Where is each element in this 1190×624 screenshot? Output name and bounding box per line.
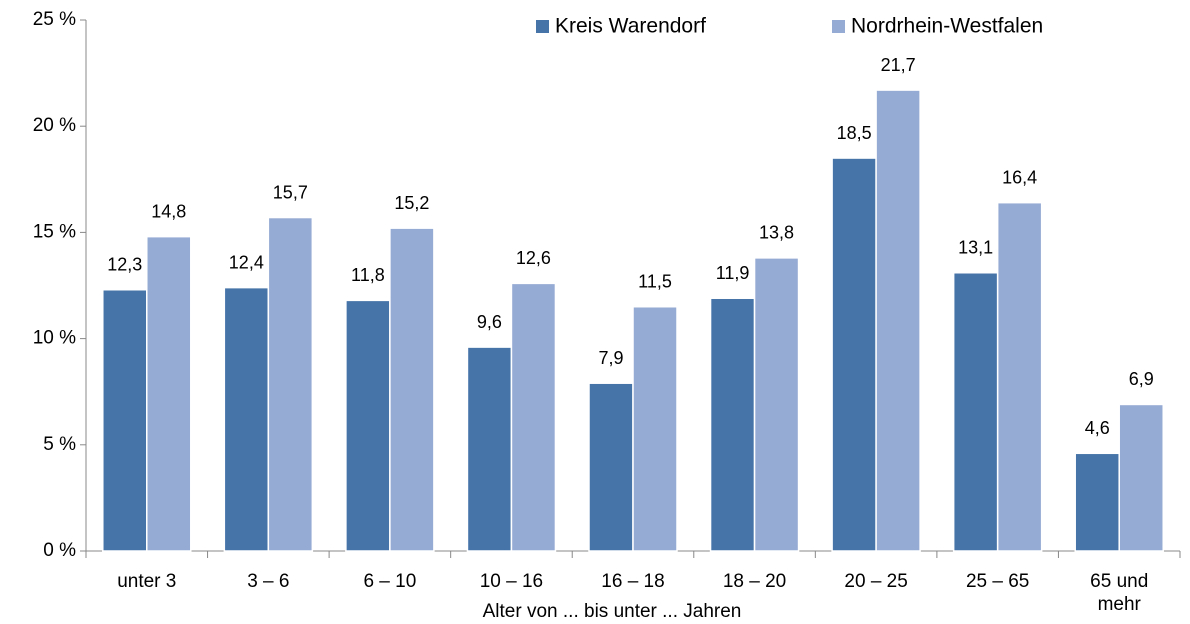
bar	[223, 286, 270, 552]
value-label: 11,5	[638, 271, 672, 291]
value-label: 13,1	[958, 238, 993, 258]
x-axis-label: Alter von ... bis unter ... Jahren	[483, 601, 742, 622]
y-tick-label: 15 %	[33, 221, 76, 242]
bar	[632, 305, 678, 552]
bar	[753, 257, 800, 552]
x-tick-label: 6 – 10	[363, 571, 417, 592]
bar	[588, 382, 634, 552]
value-label: 7,9	[598, 348, 623, 368]
x-tick-label: 3 – 6	[247, 571, 290, 592]
value-label: 9,6	[477, 312, 502, 332]
bar	[709, 297, 756, 552]
y-tick-label: 25 %	[33, 9, 76, 30]
y-tick-label: 20 %	[33, 115, 76, 136]
value-label: 18,5	[837, 123, 872, 143]
y-tick-label: 0 %	[43, 540, 76, 561]
bar	[267, 216, 314, 552]
value-label: 16,4	[1002, 167, 1037, 187]
value-label: 12,6	[516, 248, 551, 268]
bar	[345, 299, 391, 552]
bar	[1074, 452, 1120, 552]
value-label: 11,9	[716, 263, 750, 283]
value-label: 21,7	[881, 55, 916, 75]
value-label: 13,8	[759, 223, 794, 243]
value-label: 11,8	[351, 265, 385, 285]
value-label: 12,3	[107, 254, 142, 274]
value-label: 15,7	[273, 182, 308, 202]
x-tick-label: 65 und mehr	[1090, 571, 1149, 615]
x-tick-label: unter 3	[117, 571, 177, 592]
value-label: 6,9	[1129, 369, 1154, 389]
value-label: 15,2	[394, 193, 429, 213]
x-tick-label: 25 – 65	[965, 571, 1030, 592]
value-label: 12,4	[229, 252, 264, 272]
bar	[466, 346, 513, 552]
x-tick-label: 20 – 25	[844, 571, 908, 592]
value-label: 4,6	[1085, 418, 1110, 438]
legend-swatch	[832, 20, 845, 33]
bar	[996, 201, 1043, 552]
bar	[952, 272, 999, 552]
x-tick-label: 16 – 18	[601, 571, 665, 592]
bar	[146, 235, 192, 552]
bar	[102, 288, 148, 552]
y-tick-label: 5 %	[43, 434, 76, 455]
legend-label: Nordrhein-Westfalen	[851, 15, 1043, 38]
bar	[510, 282, 557, 552]
y-tick-label: 10 %	[33, 328, 76, 349]
x-tick-label: 10 – 16	[479, 571, 544, 592]
legend-swatch	[536, 20, 549, 33]
bar	[1118, 403, 1164, 552]
x-tick-label: 18 – 20	[722, 571, 787, 592]
value-label: 14,8	[151, 201, 186, 221]
bar	[875, 89, 921, 552]
legend-label: Kreis Warendorf	[555, 15, 706, 38]
bar	[831, 157, 877, 552]
bar	[389, 227, 435, 552]
